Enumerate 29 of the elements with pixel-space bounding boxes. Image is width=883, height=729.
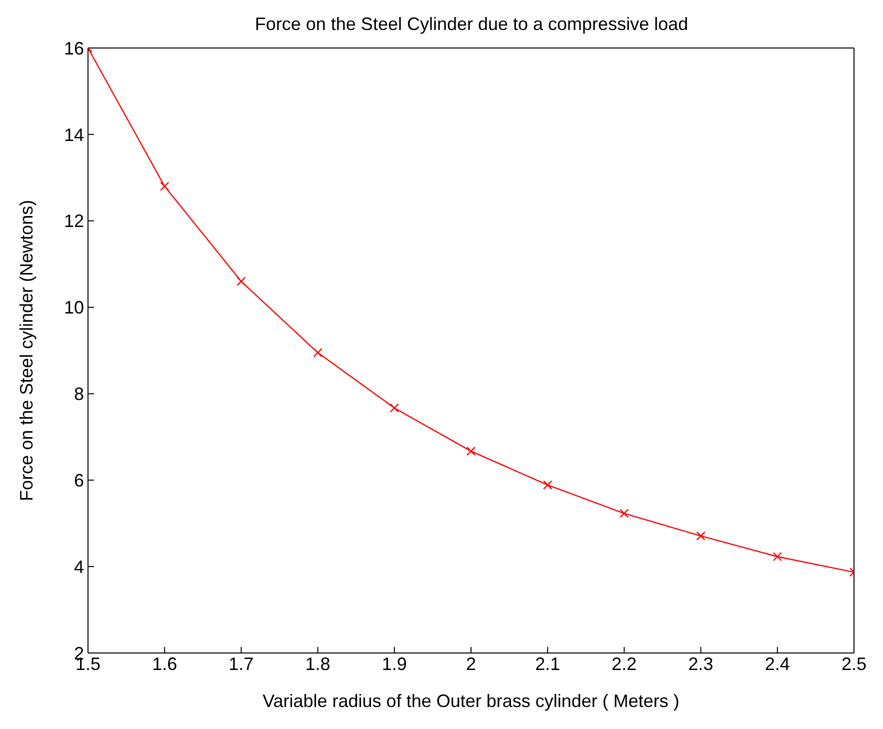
y-tick-label: 16	[64, 38, 84, 58]
y-axis-title: Force on the Steel cylinder (Newtons)	[16, 200, 36, 502]
y-tick-label: 12	[64, 211, 84, 232]
x-tick-label: 1.9	[382, 654, 407, 674]
x-axis-title: Variable radius of the Outer brass cylinder ( Meters )	[262, 691, 680, 711]
x-tick-label: 2.1	[535, 654, 560, 674]
point	[696, 531, 706, 540]
x-tick-label: 2.3	[688, 654, 714, 674]
x-tick-label: 2	[466, 654, 476, 674]
y-tick-label: 14	[64, 124, 84, 145]
y-tick-label: 8	[74, 384, 84, 404]
y-tick-label: 4	[74, 556, 84, 577]
point	[160, 182, 170, 191]
point	[236, 276, 246, 286]
y-tick-label: 6	[74, 470, 84, 491]
point	[313, 348, 322, 358]
x-tick-label: 2.2	[612, 654, 637, 674]
point	[620, 508, 629, 518]
point	[772, 552, 782, 562]
y-tick-label: 10	[64, 298, 84, 318]
point	[390, 403, 399, 413]
x-tick-label: 1.8	[305, 654, 330, 674]
x-tick-label: 1.6	[152, 654, 178, 674]
point	[466, 446, 476, 456]
point	[543, 480, 552, 490]
chart-title: Force on the Steel Cylinder due to a compressive load	[254, 14, 690, 35]
x-tick-label: 1.7	[228, 654, 254, 674]
x-tick-label: 2.4	[764, 654, 790, 674]
x-tick-label: 2.5	[841, 654, 867, 674]
